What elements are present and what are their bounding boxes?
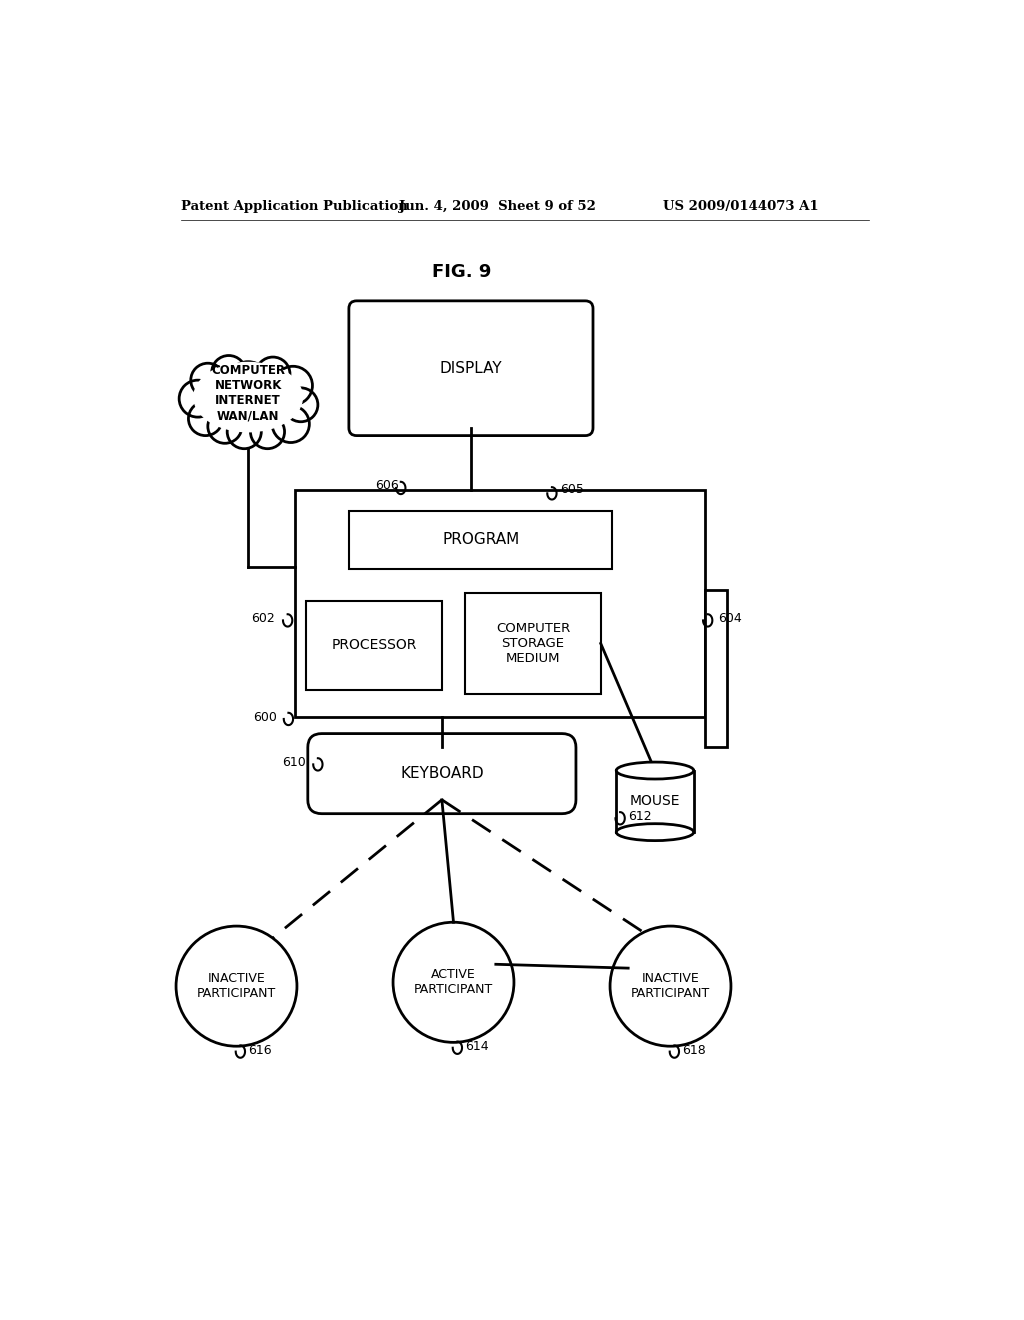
FancyBboxPatch shape	[308, 734, 575, 813]
Text: Jun. 4, 2009  Sheet 9 of 52: Jun. 4, 2009 Sheet 9 of 52	[399, 199, 596, 213]
Text: KEYBOARD: KEYBOARD	[400, 766, 483, 781]
Text: PROCESSOR: PROCESSOR	[332, 639, 417, 652]
Text: 610: 610	[283, 756, 306, 770]
Text: Patent Application Publication: Patent Application Publication	[180, 199, 408, 213]
Text: COMPUTER
NETWORK
INTERNET
WAN/LAN: COMPUTER NETWORK INTERNET WAN/LAN	[211, 364, 285, 422]
Text: 606: 606	[376, 479, 399, 492]
Text: 605: 605	[560, 483, 585, 496]
Text: 612: 612	[628, 810, 651, 824]
Text: INACTIVE
PARTICIPANT: INACTIVE PARTICIPANT	[631, 972, 710, 1001]
Text: COMPUTER
STORAGE
MEDIUM: COMPUTER STORAGE MEDIUM	[496, 622, 570, 665]
Bar	[349, 511, 612, 569]
Text: 614: 614	[465, 1040, 488, 1053]
Circle shape	[251, 414, 285, 449]
Text: ACTIVE
PARTICIPANT: ACTIVE PARTICIPANT	[414, 969, 494, 997]
Circle shape	[190, 363, 225, 397]
FancyBboxPatch shape	[349, 301, 593, 436]
Circle shape	[273, 367, 312, 405]
Bar	[295, 490, 706, 717]
Ellipse shape	[616, 824, 693, 841]
Circle shape	[393, 923, 514, 1043]
Bar	[616, 771, 693, 832]
Circle shape	[212, 355, 246, 389]
Circle shape	[176, 927, 297, 1047]
Text: MOUSE: MOUSE	[630, 795, 680, 808]
Text: 616: 616	[248, 1044, 271, 1056]
Text: PROGRAM: PROGRAM	[442, 532, 519, 548]
Text: FIG. 9: FIG. 9	[431, 264, 490, 281]
Circle shape	[188, 401, 222, 436]
Bar	[465, 594, 601, 693]
Text: DISPLAY: DISPLAY	[439, 360, 502, 376]
Circle shape	[208, 409, 242, 444]
Circle shape	[226, 362, 270, 405]
Circle shape	[227, 414, 261, 449]
Bar	[306, 601, 442, 689]
Text: US 2009/0144073 A1: US 2009/0144073 A1	[663, 199, 818, 213]
Circle shape	[179, 380, 216, 417]
Text: 618: 618	[682, 1044, 706, 1056]
Text: INACTIVE
PARTICIPANT: INACTIVE PARTICIPANT	[197, 972, 276, 1001]
Bar	[706, 590, 727, 747]
Circle shape	[272, 405, 309, 442]
Circle shape	[256, 356, 290, 391]
Text: 602: 602	[252, 612, 275, 626]
Text: 604: 604	[719, 612, 742, 626]
Circle shape	[284, 388, 317, 422]
Ellipse shape	[616, 762, 693, 779]
Circle shape	[610, 927, 731, 1047]
Text: 600: 600	[253, 711, 276, 723]
Ellipse shape	[194, 363, 302, 432]
